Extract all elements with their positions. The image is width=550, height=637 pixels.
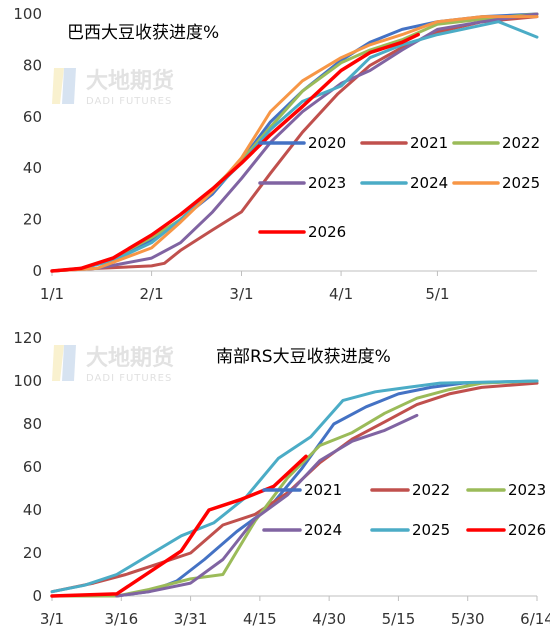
x-tick-label: 5/1 [425,285,449,303]
y-tick-label: 0 [32,587,42,605]
series-line-2025 [50,379,539,594]
y-tick-label: 100 [13,5,42,23]
chart-title: 巴西大豆收获进度% [67,23,219,43]
series-line-2024 [115,413,419,598]
y-tick-label: 80 [23,56,42,74]
y-tick-label: 40 [23,501,42,519]
legend-label-2022: 2022 [412,481,450,499]
legend: 2021 2022 2023 2024 2025 2026 [262,481,546,539]
x-tick-label: 3/31 [174,610,208,628]
logo-mark-shade-icon [62,68,76,104]
series-line-2023 [50,379,539,598]
y-tick-label: 100 [13,372,42,390]
watermark-cn: 大地期货 [86,345,174,371]
legend-label-2024: 2024 [304,521,342,539]
rs-harvest-chart: 大地期货 DADI FUTURES 0 20 40 60 80 100 120 3/1 3/16 3/… [13,329,550,628]
watermark-en: DADI FUTURES [86,96,172,107]
watermark-cn: 大地期货 [86,68,174,94]
x-tick-label: 5/15 [382,610,416,628]
logo-mark-shade-icon [62,345,76,381]
series-line-2026 [50,32,420,273]
logo-mark-icon [52,68,64,104]
x-tick-label: 2/1 [139,285,163,303]
legend-label-2022: 2022 [502,134,540,152]
watermark-en: DADI FUTURES [86,373,172,384]
legend-label-2021: 2021 [304,481,342,499]
watermark-logo: 大地期货 DADI FUTURES [52,68,174,107]
x-tick-label: 3/1 [40,610,64,628]
y-tick-label: 20 [23,544,42,562]
logo-mark-icon [52,345,64,381]
legend-label-2020: 2020 [308,134,346,152]
legend-label-2025: 2025 [502,174,540,192]
x-tick-label: 6/14 [520,610,550,628]
y-tick-label: 120 [13,329,42,347]
x-tick-label: 3/1 [229,285,253,303]
x-tick-label: 1/1 [40,285,64,303]
legend-label-2026: 2026 [308,223,346,241]
series-line-2024 [50,20,539,273]
x-tick-label: 5/30 [451,610,485,628]
x-tick-label: 4/1 [329,285,353,303]
y-tick-label: 20 [23,211,42,229]
x-tick-label: 4/30 [312,610,346,628]
series-line-2025 [50,15,539,273]
y-tick-label: 60 [23,458,42,476]
x-tick-label: 4/15 [243,610,277,628]
y-tick-label: 80 [23,415,42,433]
y-tick-label: 60 [23,108,42,126]
legend-label-2021: 2021 [410,134,448,152]
x-tick-label: 3/16 [104,610,138,628]
y-tick-label: 40 [23,159,42,177]
series-line-2026 [50,454,308,598]
legend-label-2025: 2025 [412,521,450,539]
chart-title: 南部RS大豆收获进度% [216,347,391,367]
legend-label-2026: 2026 [508,521,546,539]
brazil-harvest-chart: 大地期货 DADI FUTURES 0 20 40 60 80 100 1/1 2/1 3/1 4/1… [13,5,540,303]
y-tick-label: 0 [32,262,42,280]
legend-label-2024: 2024 [410,174,448,192]
legend-label-2023: 2023 [308,174,346,192]
watermark-logo: 大地期货 DADI FUTURES [52,345,174,384]
legend-label-2023: 2023 [508,481,546,499]
legend: 2020 2021 2022 2023 2024 2025 2026 [258,134,540,241]
series-line-2023 [50,12,539,273]
